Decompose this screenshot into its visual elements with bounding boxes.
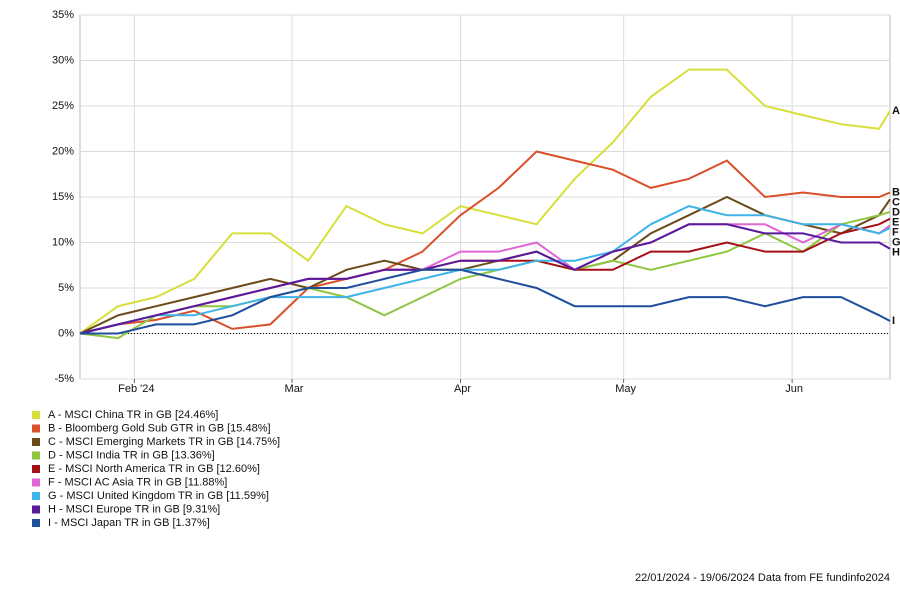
legend-swatch bbox=[32, 438, 40, 446]
y-tick-label: 0% bbox=[58, 327, 74, 339]
end-label: I bbox=[892, 315, 895, 327]
end-label: C bbox=[892, 197, 900, 209]
x-tick-label: Mar bbox=[285, 383, 304, 395]
legend-label: I - MSCI Japan TR in GB [1.37%] bbox=[48, 517, 210, 529]
y-tick-label: 5% bbox=[58, 282, 74, 294]
x-tick-label: Feb '24 bbox=[118, 383, 154, 395]
end-label: D bbox=[892, 207, 900, 219]
series-line bbox=[80, 268, 891, 335]
legend-swatch bbox=[32, 465, 40, 473]
legend-label: E - MSCI North America TR in GB [12.60%] bbox=[48, 463, 260, 475]
y-tick-label: 10% bbox=[52, 236, 74, 248]
legend-swatch bbox=[32, 478, 40, 487]
legend-swatch bbox=[32, 424, 40, 433]
end-label: G bbox=[892, 237, 900, 249]
end-label: H bbox=[892, 247, 900, 259]
series-line bbox=[79, 205, 891, 335]
legend-swatch bbox=[32, 411, 40, 419]
y-tick-label: 30% bbox=[52, 54, 74, 66]
y-tick-label: 35% bbox=[52, 9, 74, 21]
x-tick-label: Apr bbox=[454, 383, 471, 395]
footer: 22/01/2024 - 19/06/2024 Data from FE fun… bbox=[635, 572, 890, 584]
y-tick-label: 20% bbox=[52, 145, 74, 157]
series-line bbox=[79, 150, 891, 335]
series-line bbox=[79, 223, 891, 335]
x-tick-label: May bbox=[615, 383, 636, 395]
legend-label: C - MSCI Emerging Markets TR in GB [14.7… bbox=[48, 436, 280, 448]
legend-label: A - MSCI China TR in GB [24.46%] bbox=[48, 409, 218, 421]
end-label: F bbox=[892, 227, 899, 239]
legend-swatch bbox=[32, 492, 40, 500]
legend-label: G - MSCI United Kingdom TR in GB [11.59%… bbox=[48, 490, 269, 502]
y-tick-label: 25% bbox=[52, 100, 74, 112]
legend-label: D - MSCI India TR in GB [13.36%] bbox=[48, 449, 215, 461]
y-tick-label: 15% bbox=[52, 191, 74, 203]
end-label: E bbox=[892, 217, 899, 229]
y-tick-label: -5% bbox=[54, 373, 74, 385]
legend-swatch bbox=[32, 505, 40, 514]
series-line bbox=[79, 68, 891, 335]
legend-swatch bbox=[32, 451, 40, 460]
legend-label: B - Bloomberg Gold Sub GTR in GB [15.48%… bbox=[48, 422, 271, 434]
series-line bbox=[79, 223, 891, 335]
legend-label: H - MSCI Europe TR in GB [9.31%] bbox=[48, 503, 220, 515]
legend-label: F - MSCI AC Asia TR in GB [11.88%] bbox=[48, 476, 227, 488]
end-label: B bbox=[892, 187, 900, 199]
end-label: A bbox=[892, 105, 900, 117]
x-tick-label: Jun bbox=[785, 383, 803, 395]
legend-swatch bbox=[32, 519, 40, 527]
